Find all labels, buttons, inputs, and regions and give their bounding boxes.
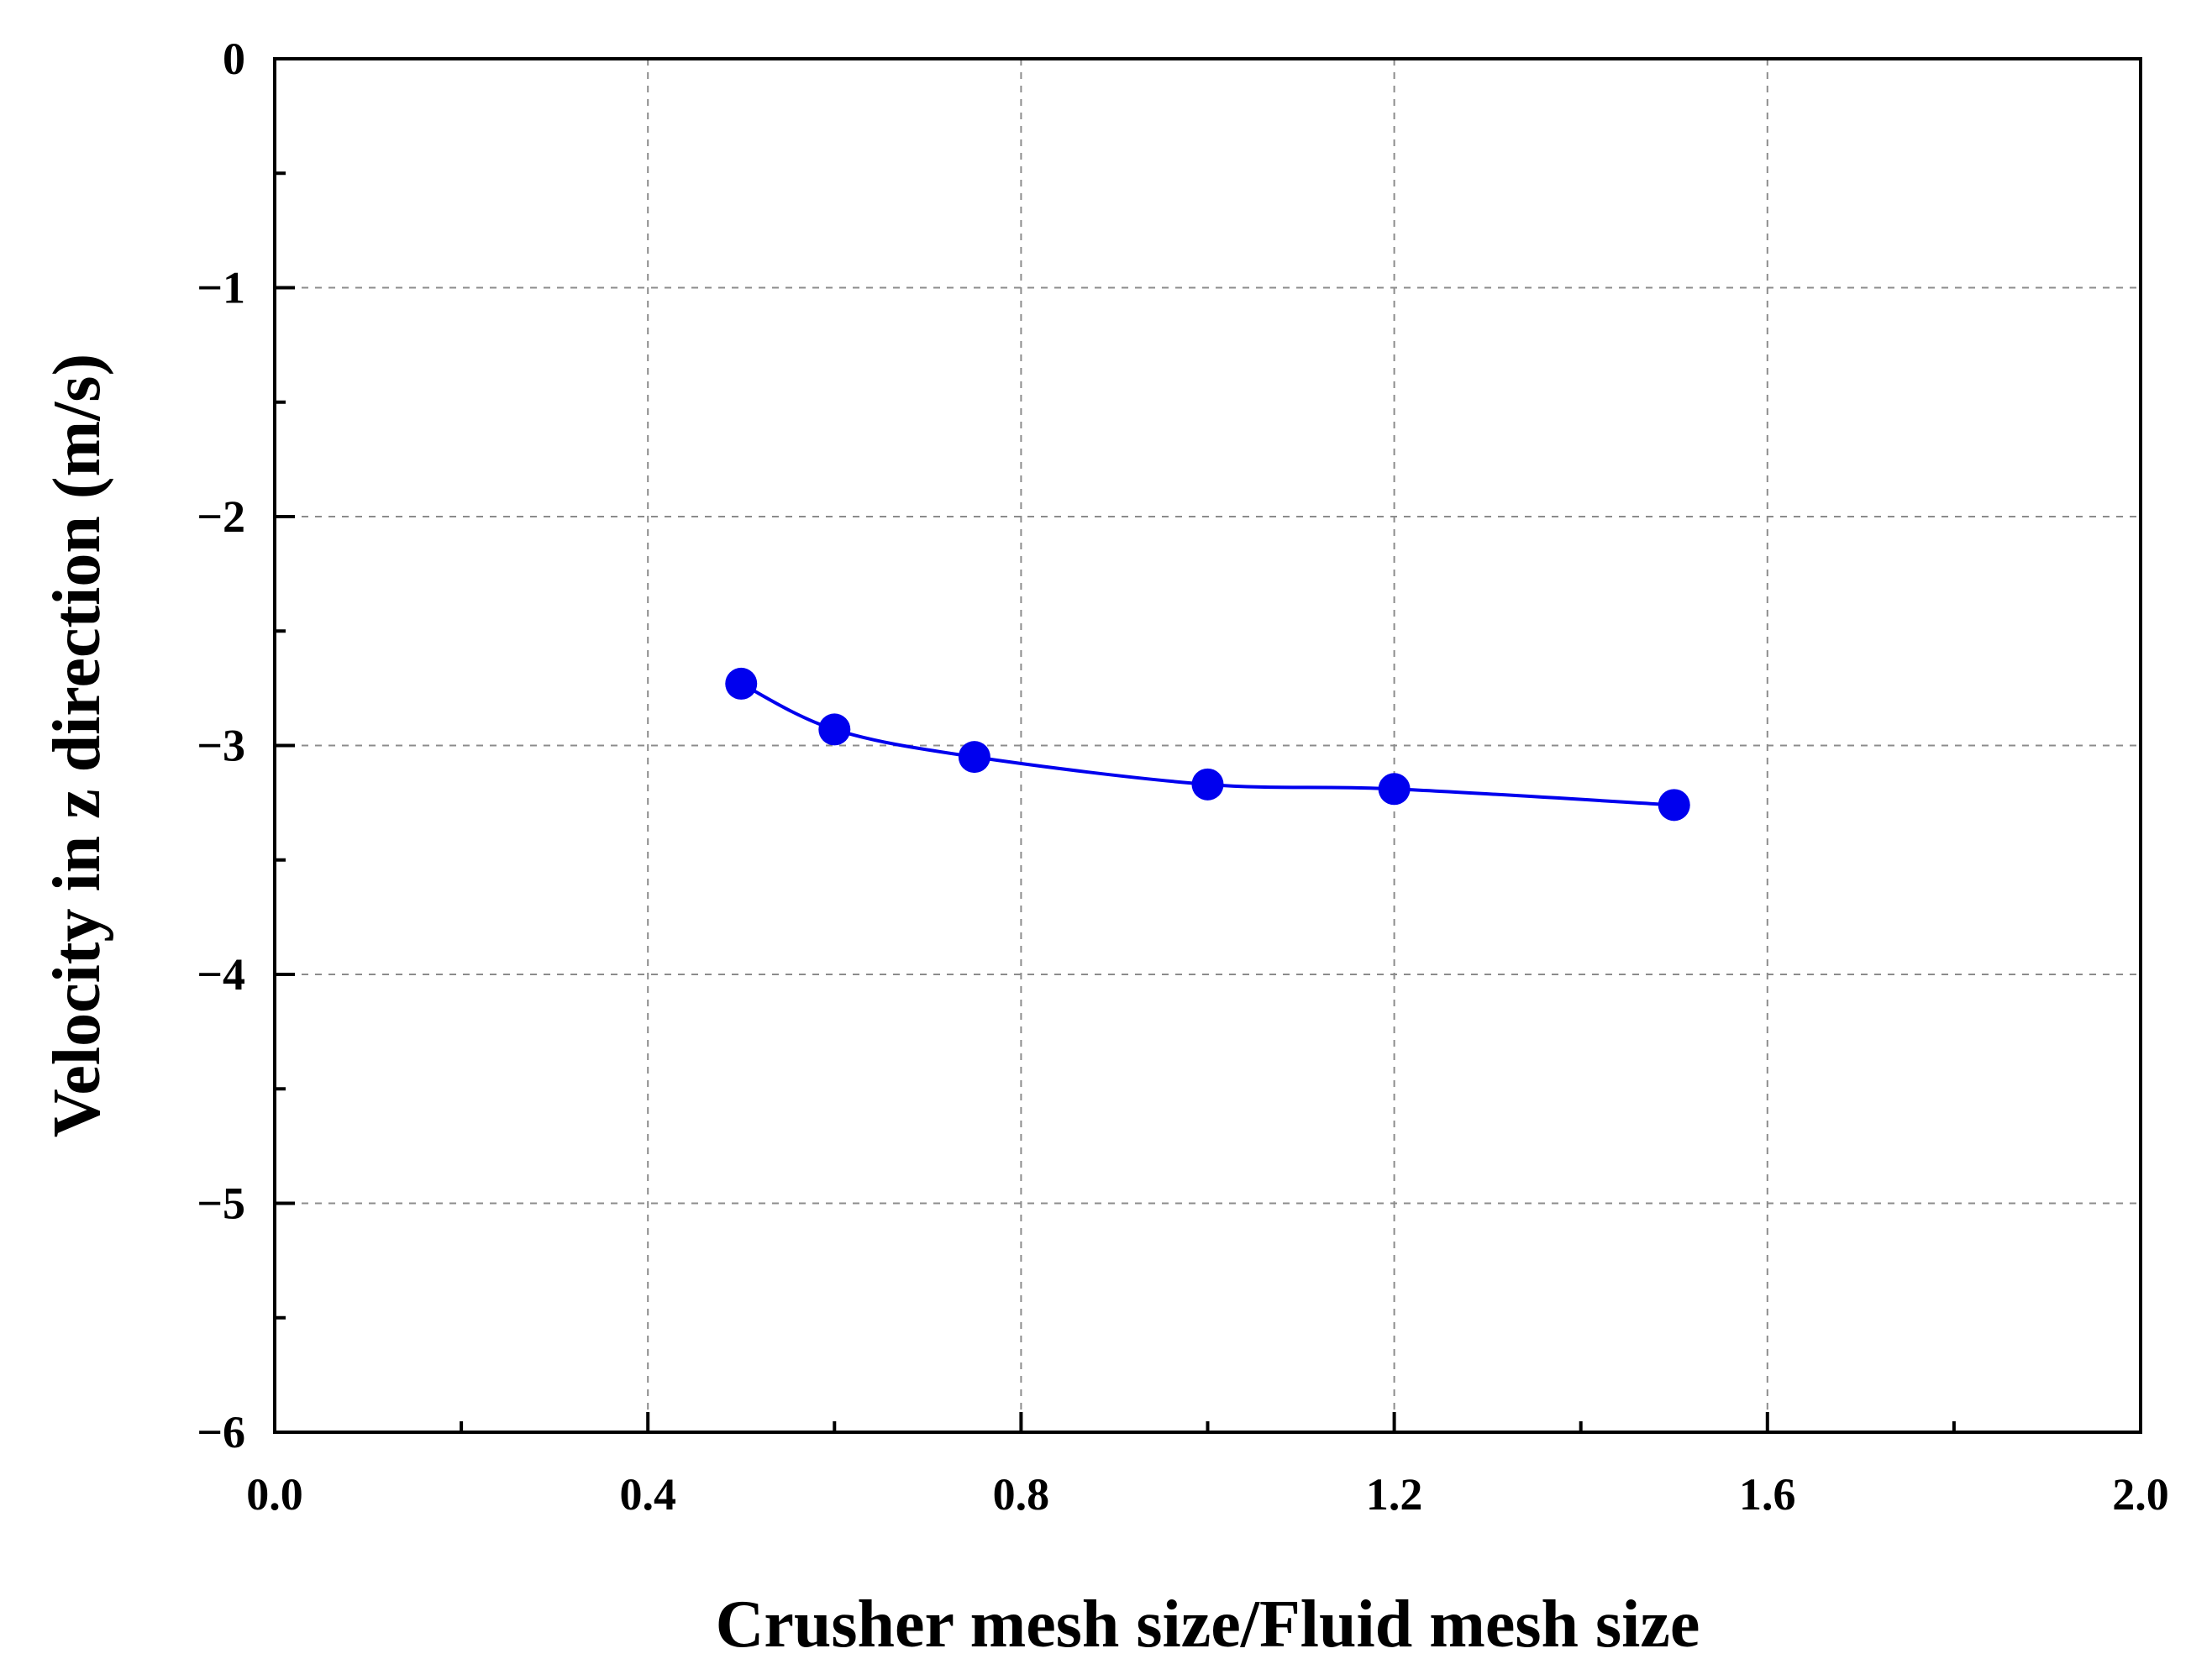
x-tick-label: 1.6 [1739,1469,1796,1520]
x-tick-label: 2.0 [2112,1469,2169,1520]
series-layer [725,667,1690,822]
data-point [958,741,990,774]
y-tick-label: −6 [197,1407,245,1457]
x-tick-label: 1.2 [1366,1469,1423,1520]
y-tick-label: −2 [197,491,245,542]
major-ticks [273,57,2142,1434]
data-point [725,667,758,700]
x-tick-label: 0.4 [619,1469,676,1520]
x-axis-title: Crusher mesh size/Fluid mesh size [716,1588,1700,1662]
x-tick-label: 0.8 [993,1469,1050,1520]
x-tick-label: 0.0 [246,1469,303,1520]
data-point [1658,789,1690,822]
y-tick-label: 0 [223,34,245,84]
minor-ticks [275,171,1956,1432]
y-tick-label: −4 [197,949,245,1000]
x-tick-labels: 0.0 0.4 0.8 1.2 1.6 2.0 [246,1469,2169,1520]
y-axis-title: Velocity in z direction (m/s) [40,354,114,1137]
data-point [1191,768,1224,801]
y-tick-labels: 0 −1 −2 −3 −4 −5 −6 [197,34,245,1457]
y-tick-label: −3 [197,721,245,771]
y-tick-label: −5 [197,1179,245,1229]
grid [275,59,2141,1432]
data-point [818,713,851,746]
data-point [1378,773,1411,806]
y-tick-label: −1 [197,263,245,313]
